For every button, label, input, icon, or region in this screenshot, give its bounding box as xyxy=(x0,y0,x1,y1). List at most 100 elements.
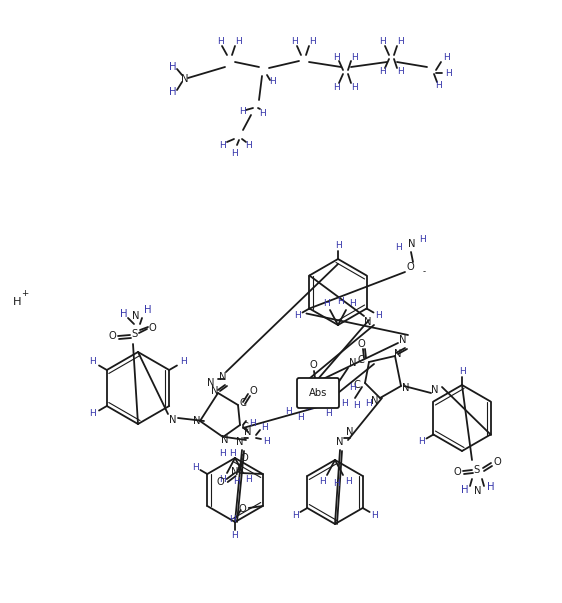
Text: N: N xyxy=(221,435,229,445)
Text: H: H xyxy=(13,297,21,307)
Text: H: H xyxy=(246,140,252,150)
Text: H: H xyxy=(342,399,348,408)
Text: N: N xyxy=(371,396,379,406)
Text: S: S xyxy=(132,329,138,339)
Text: H: H xyxy=(262,423,269,432)
Text: H: H xyxy=(309,37,315,46)
Text: H: H xyxy=(379,68,386,77)
Text: H: H xyxy=(375,311,382,320)
Text: N: N xyxy=(349,358,357,368)
Text: H: H xyxy=(366,399,373,408)
Text: N: N xyxy=(431,385,439,395)
Text: H: H xyxy=(420,235,427,244)
Text: H: H xyxy=(232,148,238,157)
Text: C: C xyxy=(239,398,247,408)
Text: H: H xyxy=(89,409,96,418)
Text: H: H xyxy=(230,449,237,458)
Text: H: H xyxy=(351,52,357,62)
Text: N: N xyxy=(236,437,244,447)
Text: H: H xyxy=(395,242,401,251)
Text: H: H xyxy=(333,52,339,62)
Text: H: H xyxy=(239,107,246,116)
Text: O: O xyxy=(241,453,248,463)
Text: H: H xyxy=(379,37,386,46)
Text: H: H xyxy=(248,418,255,428)
Text: H: H xyxy=(323,298,329,308)
Text: H: H xyxy=(216,37,223,46)
Text: N: N xyxy=(244,427,252,437)
Text: O: O xyxy=(357,339,365,349)
Text: H: H xyxy=(169,87,177,97)
Text: S: S xyxy=(474,465,480,475)
Text: H: H xyxy=(260,110,266,119)
Text: H: H xyxy=(334,241,341,250)
Text: H: H xyxy=(371,511,378,520)
Text: N: N xyxy=(364,317,371,327)
Text: H: H xyxy=(445,69,451,78)
Text: H: H xyxy=(220,476,226,484)
Text: H: H xyxy=(348,298,355,308)
Text: H: H xyxy=(269,78,275,86)
Text: H: H xyxy=(353,400,360,409)
Text: N: N xyxy=(219,372,226,382)
Text: H: H xyxy=(229,516,236,525)
Text: H: H xyxy=(418,437,425,446)
Text: O: O xyxy=(239,504,247,514)
Text: H: H xyxy=(233,478,239,487)
Text: H: H xyxy=(192,463,198,472)
Text: C: C xyxy=(353,380,360,390)
Text: H: H xyxy=(169,62,177,72)
Text: H: H xyxy=(487,482,495,492)
Text: N: N xyxy=(402,383,410,393)
Text: O: O xyxy=(148,323,156,333)
Text: H: H xyxy=(461,485,469,495)
Text: N: N xyxy=(182,74,189,84)
Text: H: H xyxy=(345,478,351,487)
Text: N: N xyxy=(231,467,238,477)
Text: H: H xyxy=(397,68,404,77)
Text: O: O xyxy=(406,262,414,272)
Text: N: N xyxy=(169,415,177,425)
Text: H: H xyxy=(232,531,238,540)
Text: H: H xyxy=(294,311,301,320)
Text: H: H xyxy=(220,449,226,458)
Text: N: N xyxy=(395,349,402,359)
Text: Abs: Abs xyxy=(309,388,327,398)
Text: H: H xyxy=(144,305,152,315)
Text: O: O xyxy=(217,477,225,487)
Text: H: H xyxy=(351,83,357,92)
Text: H: H xyxy=(325,408,332,417)
Text: C: C xyxy=(357,355,364,365)
Text: N: N xyxy=(211,386,219,396)
Text: H: H xyxy=(350,384,356,393)
Text: H: H xyxy=(89,358,96,367)
Text: H: H xyxy=(297,414,303,423)
Text: N: N xyxy=(336,437,344,447)
Text: C: C xyxy=(242,422,248,432)
Text: +: + xyxy=(21,289,29,298)
Text: H: H xyxy=(305,403,311,412)
Text: H: H xyxy=(436,81,442,90)
Text: H: H xyxy=(337,297,343,306)
Text: H: H xyxy=(284,406,291,415)
Text: H: H xyxy=(333,83,339,92)
Text: H: H xyxy=(443,54,450,63)
Text: N: N xyxy=(346,427,353,437)
Text: H: H xyxy=(219,140,225,150)
Text: H: H xyxy=(120,309,128,319)
Text: N: N xyxy=(399,335,407,345)
Text: O: O xyxy=(453,467,461,477)
Text: H: H xyxy=(333,479,339,488)
Text: H: H xyxy=(234,37,241,46)
Text: H: H xyxy=(244,476,251,484)
Text: O: O xyxy=(249,386,257,396)
Text: H: H xyxy=(292,511,298,520)
Text: N: N xyxy=(408,239,416,249)
Text: N: N xyxy=(207,378,215,388)
Text: H: H xyxy=(264,437,270,446)
Text: N: N xyxy=(132,311,140,321)
Text: O: O xyxy=(309,360,317,370)
Text: H: H xyxy=(180,358,187,367)
Text: H: H xyxy=(320,478,327,487)
Text: H: H xyxy=(397,37,404,46)
